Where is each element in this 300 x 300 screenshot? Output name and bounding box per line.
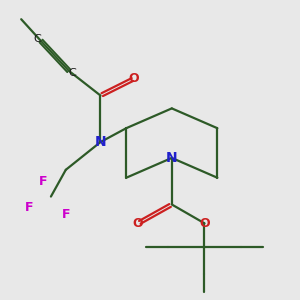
Text: O: O bbox=[133, 217, 143, 230]
Text: C: C bbox=[69, 68, 76, 78]
Text: N: N bbox=[95, 135, 106, 149]
Text: F: F bbox=[25, 201, 33, 214]
Text: N: N bbox=[166, 151, 178, 165]
Text: O: O bbox=[129, 72, 140, 85]
Text: O: O bbox=[199, 217, 210, 230]
Text: C: C bbox=[33, 34, 41, 44]
Text: F: F bbox=[61, 208, 70, 221]
Text: F: F bbox=[39, 175, 47, 188]
